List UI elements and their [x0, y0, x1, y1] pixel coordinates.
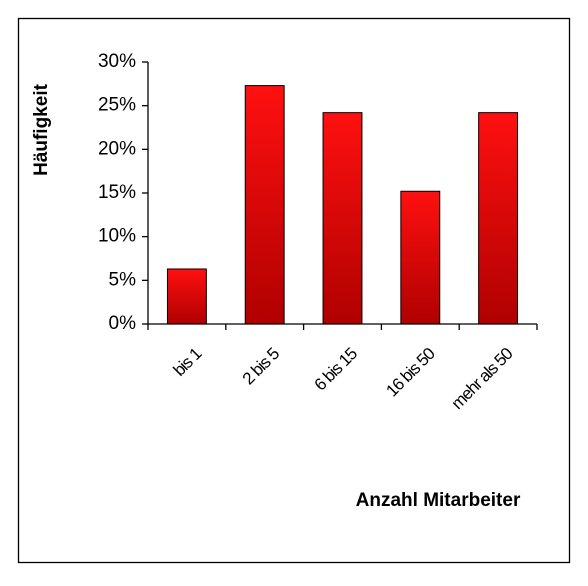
y-tick-label: 15%	[98, 182, 136, 203]
bar	[400, 190, 441, 325]
bar	[322, 112, 363, 325]
y-tick-label: 25%	[98, 95, 136, 116]
bar	[244, 85, 285, 325]
y-tick-label: 5%	[109, 269, 137, 290]
bar	[166, 268, 207, 325]
chart-frame	[17, 17, 571, 564]
y-tick-label: 10%	[98, 226, 136, 247]
y-tick-label: 0%	[109, 313, 137, 334]
y-axis-label: Häufigkeit	[31, 83, 52, 176]
x-axis-label: Anzahl Mitarbeiter	[356, 490, 521, 511]
bar	[478, 112, 519, 325]
y-tick-label: 20%	[98, 138, 136, 159]
y-tick-label: 30%	[98, 51, 136, 72]
